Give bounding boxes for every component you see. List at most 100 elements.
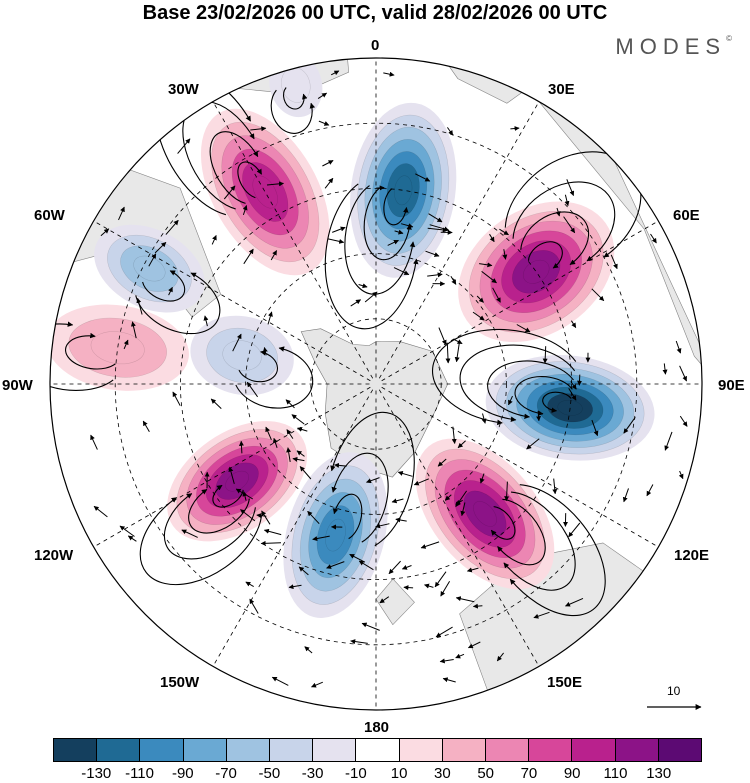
wind-vector	[387, 239, 399, 246]
wind-vector	[577, 374, 583, 386]
wind-vector	[100, 228, 110, 237]
wind-vector	[455, 499, 463, 505]
wind-vector	[358, 560, 374, 571]
wind-vector	[286, 447, 292, 462]
colorbar-swatch	[270, 739, 314, 761]
wind-vector	[395, 517, 407, 523]
meridian-line	[381, 220, 659, 382]
wind-vector	[388, 560, 401, 575]
wind-vector	[243, 248, 254, 265]
wind-vector	[123, 339, 129, 350]
wind-vector	[118, 206, 125, 221]
wind-vector	[508, 395, 513, 406]
colorbar-tick-label: -90	[171, 765, 194, 782]
wind-vector	[242, 491, 248, 501]
wind-vector	[285, 399, 295, 409]
wind-vector	[350, 299, 362, 307]
wind-vector	[262, 347, 268, 356]
colorbar-tick-label: 110	[603, 765, 628, 782]
wind-vector	[242, 205, 248, 216]
wind-vector	[502, 249, 508, 260]
wind-vector	[563, 216, 576, 234]
streamline-loop	[50, 321, 116, 391]
colorbar-tick-label: 30	[434, 765, 451, 782]
wind-vector	[479, 473, 485, 484]
wind-vector	[130, 321, 137, 339]
meridian-line	[93, 386, 371, 548]
wind-vector	[435, 626, 453, 638]
lon-label-90e: 90E	[718, 377, 745, 394]
latitude-circle	[114, 122, 638, 646]
wind-vector	[542, 346, 548, 364]
wind-vector	[181, 529, 198, 538]
lon-label-90w: 90W	[2, 377, 33, 394]
colorbar-swatch	[486, 739, 530, 761]
wind-vectors	[90, 70, 688, 688]
colorbar-tick-label: 50	[477, 765, 494, 782]
wind-vector	[466, 567, 479, 573]
wind-vector	[265, 426, 272, 440]
wind-vector	[326, 561, 345, 569]
wind-vector	[270, 250, 278, 261]
wind-vector	[383, 71, 395, 77]
graticule	[50, 58, 702, 710]
lon-label-180: 180	[364, 719, 390, 736]
wind-vector	[249, 598, 259, 614]
wind-vector	[568, 388, 577, 401]
wind-vector	[379, 596, 390, 604]
lon-label-0: 0	[371, 37, 380, 54]
wind-vector	[568, 522, 581, 538]
wind-vector	[650, 233, 657, 244]
wind-vector	[324, 177, 334, 189]
lon-label-150e: 150E	[547, 674, 583, 691]
wind-vector	[570, 320, 577, 329]
wind-vector	[261, 510, 271, 525]
wind-vector	[438, 327, 447, 346]
wind-vector	[168, 286, 173, 296]
wind-vector	[455, 596, 475, 603]
wind-vector	[393, 267, 410, 276]
wind-vector	[127, 535, 137, 542]
map-boundary	[49, 57, 703, 711]
anomaly-center-neg-95e	[485, 354, 655, 461]
wind-vector	[177, 138, 191, 154]
wind-vector	[210, 398, 222, 409]
meridian-line	[212, 389, 374, 667]
anomaly-center-pos-35w	[200, 108, 330, 276]
colorbar-swatch	[572, 739, 616, 761]
colorbar-swatch	[226, 739, 271, 761]
wind-vector	[451, 426, 457, 444]
map-title: Base 23/02/2026 00 UTC, valid 28/02/2026…	[142, 2, 608, 24]
wind-vector	[311, 681, 323, 688]
wind-vector	[400, 223, 414, 229]
wind-vector	[413, 478, 429, 486]
colorbar-swatch	[529, 739, 573, 761]
streamline-loop	[270, 87, 316, 134]
wind-vector	[291, 414, 305, 425]
lon-label-120e: 120E	[674, 547, 710, 564]
wind-vector	[516, 324, 531, 333]
colorbar-tick-label: 130	[646, 765, 672, 782]
wind-vector	[228, 466, 235, 485]
streamline-loop	[235, 346, 314, 409]
wind-vector	[298, 566, 309, 576]
wind-vector	[566, 179, 575, 197]
wind-vector	[375, 523, 390, 529]
wind-vector	[245, 581, 254, 588]
streamline-loop	[135, 270, 221, 335]
wind-vector	[662, 363, 668, 375]
wind-vector	[454, 339, 463, 345]
wind-vector	[472, 311, 485, 321]
anomaly-center-neg-80w	[190, 315, 294, 396]
wind-vector	[223, 185, 236, 200]
wind-vector	[267, 311, 273, 325]
colorbar-tick-label: 90	[563, 765, 581, 782]
wind-vector	[428, 213, 443, 223]
wind-vector	[327, 238, 345, 244]
wind-vector	[455, 653, 465, 659]
colorbar-swatch	[140, 739, 184, 761]
colorbar-tick-label: -110	[125, 765, 154, 782]
wind-vector	[397, 471, 413, 477]
wind-vector	[401, 565, 412, 570]
wind-vector	[203, 315, 209, 327]
